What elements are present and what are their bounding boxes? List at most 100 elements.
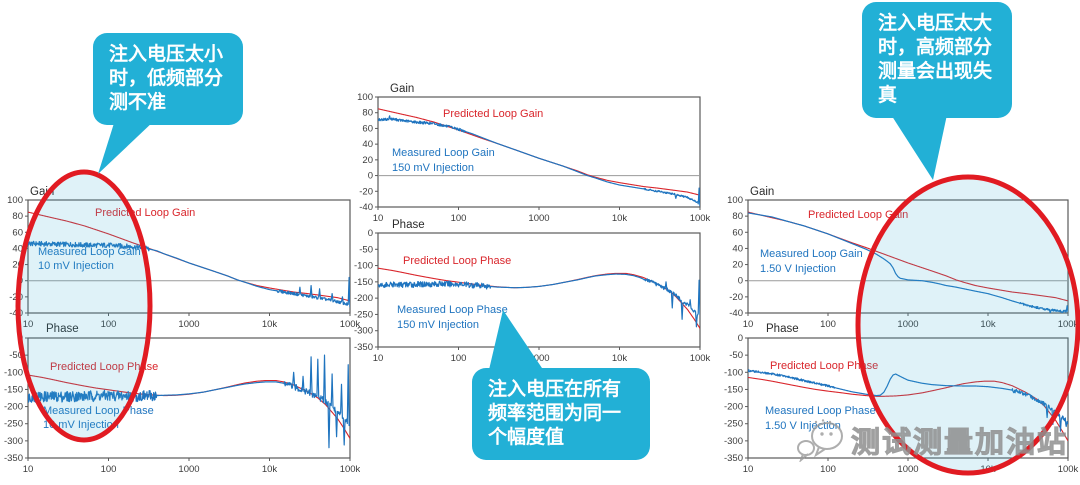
svg-text:100: 100 xyxy=(101,464,117,475)
svg-text:Predicted Loop Phase: Predicted Loop Phase xyxy=(403,255,511,267)
svg-text:Phase: Phase xyxy=(392,219,425,231)
svg-text:-20: -20 xyxy=(729,292,743,303)
svg-text:-50: -50 xyxy=(359,244,373,255)
svg-text:-150: -150 xyxy=(4,384,23,395)
svg-text:Predicted Loop Phase: Predicted Loop Phase xyxy=(50,361,158,373)
svg-text:-350: -350 xyxy=(354,342,373,353)
svg-text:20: 20 xyxy=(12,260,23,271)
svg-text:150 mV Injection: 150 mV Injection xyxy=(392,162,474,174)
callout-bubble-high-injection: 注入电压太大时，高频部分测量会出现失真 xyxy=(862,2,1012,118)
svg-text:Measured Loop Phase: Measured Loop Phase xyxy=(397,304,508,316)
chat-bubbles-face-icon xyxy=(797,419,843,462)
svg-text:1000: 1000 xyxy=(897,464,918,475)
svg-text:10: 10 xyxy=(743,319,754,330)
callout-bubble-constant-amplitude: 注入电压在所有频率范围为同一个幅度值 xyxy=(472,368,650,460)
svg-text:Predicted Loop Gain: Predicted Loop Gain xyxy=(808,209,908,221)
svg-text:60: 60 xyxy=(362,123,373,134)
svg-text:100: 100 xyxy=(7,195,23,206)
svg-text:Predicted Loop Gain: Predicted Loop Gain xyxy=(443,108,543,120)
svg-text:Measured Loop Phase: Measured Loop Phase xyxy=(765,405,876,417)
svg-text:Phase: Phase xyxy=(46,323,79,335)
svg-text:80: 80 xyxy=(732,211,743,222)
svg-text:1000: 1000 xyxy=(528,353,549,364)
callout-bubble-low-injection: 注入电压太小时，低频部分测不准 xyxy=(93,33,243,125)
svg-text:Gain: Gain xyxy=(30,186,54,198)
svg-text:100: 100 xyxy=(451,213,467,224)
watermark: 测试测量加油站 xyxy=(797,417,1079,463)
svg-text:0: 0 xyxy=(18,333,23,344)
svg-text:10: 10 xyxy=(743,464,754,475)
svg-text:20: 20 xyxy=(362,155,373,166)
svg-text:Predicted Loop Phase: Predicted Loop Phase xyxy=(770,360,878,372)
svg-text:-350: -350 xyxy=(724,453,743,464)
svg-text:10k: 10k xyxy=(262,464,278,475)
svg-text:10k: 10k xyxy=(612,213,628,224)
svg-text:-350: -350 xyxy=(4,453,23,464)
svg-text:100k: 100k xyxy=(690,353,711,364)
svg-text:-50: -50 xyxy=(729,350,743,361)
svg-text:10: 10 xyxy=(23,464,34,475)
svg-text:100: 100 xyxy=(727,195,743,206)
svg-text:1000: 1000 xyxy=(528,213,549,224)
svg-text:0: 0 xyxy=(368,171,373,182)
svg-text:-40: -40 xyxy=(359,202,373,213)
svg-text:80: 80 xyxy=(362,108,373,119)
svg-text:40: 40 xyxy=(12,243,23,254)
svg-text:10: 10 xyxy=(373,353,384,364)
svg-text:10k: 10k xyxy=(980,464,996,475)
svg-text:-300: -300 xyxy=(724,436,743,447)
svg-text:100: 100 xyxy=(820,464,836,475)
svg-text:80: 80 xyxy=(12,211,23,222)
svg-text:-20: -20 xyxy=(359,186,373,197)
svg-text:-50: -50 xyxy=(9,350,23,361)
svg-text:60: 60 xyxy=(12,227,23,238)
svg-text:10k: 10k xyxy=(262,319,278,330)
svg-text:Gain: Gain xyxy=(750,186,774,198)
svg-text:Phase: Phase xyxy=(766,323,799,335)
svg-text:-250: -250 xyxy=(354,309,373,320)
svg-text:0: 0 xyxy=(368,228,373,239)
svg-text:-300: -300 xyxy=(4,436,23,447)
svg-text:Measured Loop Gain: Measured Loop Gain xyxy=(38,246,141,258)
svg-text:0: 0 xyxy=(738,276,743,287)
svg-text:-300: -300 xyxy=(354,326,373,337)
svg-text:1.50 V Injection: 1.50 V Injection xyxy=(760,263,836,275)
svg-text:-100: -100 xyxy=(354,261,373,272)
svg-text:Gain: Gain xyxy=(390,83,414,95)
svg-text:10 mV Injection: 10 mV Injection xyxy=(38,260,114,272)
svg-text:60: 60 xyxy=(732,227,743,238)
svg-text:100: 100 xyxy=(451,353,467,364)
svg-text:-250: -250 xyxy=(4,419,23,430)
svg-text:Measured Loop Gain: Measured Loop Gain xyxy=(392,147,495,159)
watermark-text: 测试测量加油站 xyxy=(850,427,1069,460)
svg-text:-100: -100 xyxy=(4,367,23,378)
svg-text:100k: 100k xyxy=(1058,464,1079,475)
callout-tail-right xyxy=(888,110,948,180)
svg-text:-200: -200 xyxy=(354,293,373,304)
svg-text:-100: -100 xyxy=(724,367,743,378)
svg-text:0: 0 xyxy=(738,333,743,344)
svg-text:Measured Loop Gain: Measured Loop Gain xyxy=(760,248,863,260)
svg-text:-40: -40 xyxy=(9,308,23,319)
svg-text:40: 40 xyxy=(732,243,743,254)
svg-text:-200: -200 xyxy=(724,402,743,413)
svg-text:100: 100 xyxy=(357,92,373,103)
svg-text:Predicted Loop Gain: Predicted Loop Gain xyxy=(95,207,195,219)
svg-text:10 mV Injection: 10 mV Injection xyxy=(43,419,119,431)
svg-text:Measured Loop Phase: Measured Loop Phase xyxy=(43,405,154,417)
svg-text:-20: -20 xyxy=(9,292,23,303)
svg-text:20: 20 xyxy=(732,260,743,271)
svg-text:-200: -200 xyxy=(4,402,23,413)
callout-tail-left xyxy=(98,120,155,174)
svg-text:100k: 100k xyxy=(690,213,711,224)
svg-text:100k: 100k xyxy=(340,319,360,330)
svg-text:-150: -150 xyxy=(354,277,373,288)
svg-text:100k: 100k xyxy=(340,464,360,475)
svg-text:-150: -150 xyxy=(724,384,743,395)
svg-text:150 mV Injection: 150 mV Injection xyxy=(397,319,479,331)
